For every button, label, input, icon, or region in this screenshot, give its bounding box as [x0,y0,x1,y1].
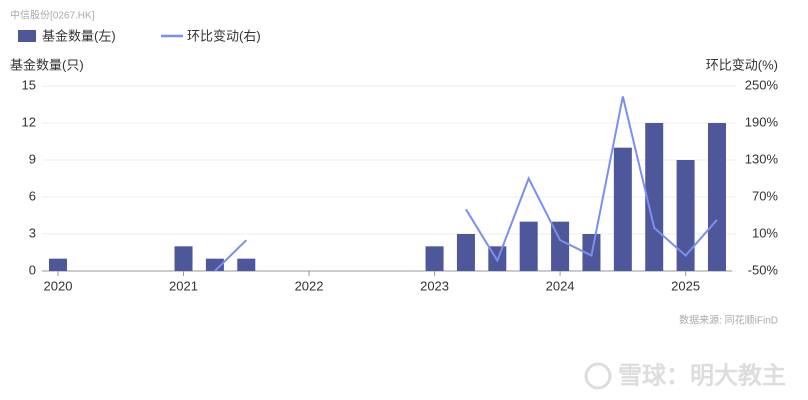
y-axis-label: 基金数量(只) [10,57,84,72]
x-tick-label: 2025 [671,278,700,293]
header: 中信股份[0267.HK] [10,9,95,22]
y2-tick-label: 10% [752,225,778,240]
bar [645,123,664,271]
x-tick-label: 2023 [420,278,449,293]
bar [237,258,256,271]
bar [551,221,570,271]
y-tick-label: 9 [29,151,36,166]
legend-swatch [18,30,36,42]
legend-label: 环比变动(右) [187,28,261,43]
bar [676,160,695,271]
bar [425,246,444,271]
y-tick-label: 6 [29,188,36,203]
line [214,96,718,272]
source: 数据来源: 同花顺iFinD [679,314,778,327]
y2-tick-label: 70% [752,188,778,203]
y2-tick-label: 250% [745,77,779,92]
x-tick-label: 2022 [295,278,324,293]
watermark-logo [584,362,612,390]
y2-tick-label: 130% [745,151,779,166]
watermark: 雪球：明大教主 [618,361,786,389]
y-tick-label: 3 [29,225,36,240]
y-tick-label: 15 [22,77,36,92]
x-tick-label: 2024 [546,278,575,293]
y2-axis-label: 环比变动(%) [706,57,778,72]
bar [456,234,475,271]
x-tick-label: 2020 [44,278,73,293]
y-tick-label: 0 [29,262,36,277]
y2-tick-label: -50% [748,262,779,277]
y2-tick-label: 190% [745,114,779,129]
y-tick-label: 12 [22,114,36,129]
bar [613,147,632,271]
bar [707,123,726,271]
bar [49,258,67,271]
legend-label: 基金数量(左) [42,28,116,43]
bar [519,221,538,271]
bar [174,246,193,271]
x-tick-label: 2021 [169,278,198,293]
